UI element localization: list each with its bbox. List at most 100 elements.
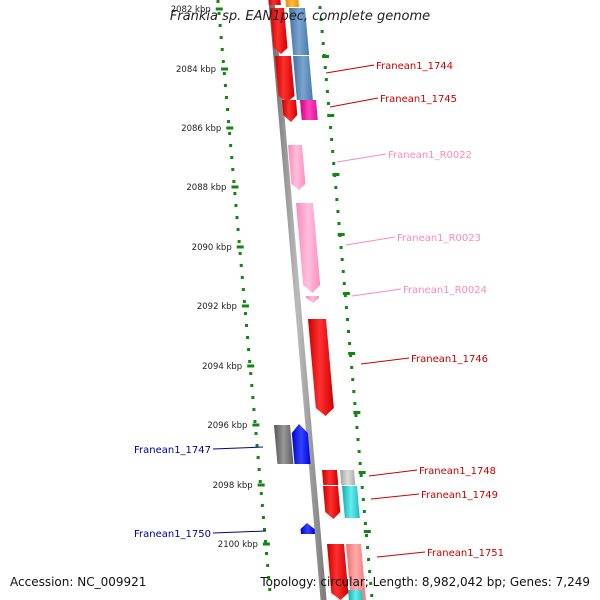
inner-ring-dot xyxy=(246,336,250,339)
gene-feature xyxy=(348,590,363,600)
gene-label: Franean1_1751 xyxy=(427,548,504,559)
gene-feature xyxy=(342,486,360,518)
gene-label: Franean1_1748 xyxy=(419,466,496,477)
inner-ring-dot xyxy=(267,576,271,579)
gene-feature xyxy=(327,544,349,600)
gene-feature xyxy=(300,523,315,534)
tick-label: 2092 kbp xyxy=(197,302,237,312)
gene-feature xyxy=(275,56,295,102)
tick-mark xyxy=(252,423,260,427)
outer-ring-dot xyxy=(350,366,354,369)
backbone-layer xyxy=(268,0,327,600)
inner-ring-dot xyxy=(248,360,252,363)
inner-ring-dot xyxy=(251,396,255,399)
tick-mark xyxy=(337,233,345,236)
outer-ring-dot xyxy=(353,402,357,405)
inner-ring-dot xyxy=(223,84,227,87)
inner-ring-dot xyxy=(243,312,247,315)
inner-ring-dot xyxy=(241,288,245,291)
inner-ring-dot xyxy=(236,228,240,231)
inner-ring-dot xyxy=(242,300,246,303)
inner-ring-dot xyxy=(262,528,266,531)
gene-feature xyxy=(274,425,294,464)
inner-ring-dot xyxy=(260,504,264,507)
tick-mark xyxy=(257,483,265,487)
gene-label: Franean1_R0024 xyxy=(403,285,487,296)
outer-ring-dot xyxy=(343,294,347,297)
inner-ring-dot xyxy=(228,132,232,135)
outer-ring-dot xyxy=(359,474,363,477)
outer-ring-dot xyxy=(345,318,349,321)
gene-label: Franean1_1749 xyxy=(421,490,498,501)
outer-ring-dot xyxy=(325,90,329,93)
inner-ring-dot xyxy=(250,384,254,387)
outer-ring-dot xyxy=(349,354,353,357)
outer-ring-dot xyxy=(339,246,343,249)
outer-ring-dot xyxy=(342,282,346,285)
outer-ring-dot xyxy=(355,426,359,429)
gene-label: Franean1_1750 xyxy=(134,529,211,540)
tick-mark xyxy=(236,245,244,249)
outer-ring-dot xyxy=(330,138,334,141)
gene-label: Franean1_1746 xyxy=(411,354,488,365)
gene-feature xyxy=(289,8,310,55)
tick-mark xyxy=(215,7,223,11)
gene-leader-line xyxy=(368,469,418,477)
outer-ring-dot xyxy=(363,522,367,525)
tick-label: 2082 kbp xyxy=(171,5,211,15)
inner-ring-dot xyxy=(266,564,270,567)
inner-ring-dot xyxy=(232,180,236,183)
inner-ring-dot xyxy=(265,552,269,555)
outer-ring-dot xyxy=(336,210,340,213)
tick-label: 2094 kbp xyxy=(202,362,242,372)
tick-mark xyxy=(353,411,361,414)
inner-ring-dot xyxy=(218,24,222,27)
outer-ring-dot xyxy=(320,30,324,33)
tick-label: 2098 kbp xyxy=(213,481,253,491)
outer-ring-dot xyxy=(321,42,325,45)
inner-ring-dot xyxy=(249,372,253,375)
inner-ring-dot xyxy=(237,240,241,243)
tick-layer: 2082 kbp 2084 kbp 2086 kbp 2088 kbp 2090 kbp… xyxy=(171,0,374,597)
inner-ring-dot xyxy=(221,60,225,63)
tick-mark xyxy=(358,471,366,474)
gene-label: Franean1_1744 xyxy=(376,61,453,72)
genome-stats-text: Topology: circular; Length: 8,982,042 bp… xyxy=(260,575,590,589)
inner-ring-dot xyxy=(227,120,231,123)
inner-ring-dot xyxy=(233,192,237,195)
inner-ring-dot xyxy=(240,276,244,279)
tick-mark xyxy=(241,304,249,308)
outer-ring-dot xyxy=(347,330,351,333)
outer-ring-dot xyxy=(323,66,327,69)
gene-feature xyxy=(293,56,313,100)
gene-feature xyxy=(340,470,356,485)
outer-ring-dot xyxy=(319,18,323,21)
tick-mark xyxy=(348,352,356,355)
inner-ring-dot xyxy=(255,444,259,447)
gene-feature xyxy=(322,470,339,485)
accession-text: Accession: NC_009921 xyxy=(10,575,147,589)
tick-mark xyxy=(221,67,229,71)
gene-feature xyxy=(270,8,288,54)
outer-ring-dot xyxy=(332,162,336,165)
outer-ring-dot xyxy=(354,414,358,417)
genome-title: Frankia sp. EAN1pec, complete genome xyxy=(169,9,431,24)
gene-feature xyxy=(285,0,300,7)
outer-ring-dot xyxy=(341,270,345,273)
inner-ring-dot xyxy=(220,48,224,51)
inner-ring-dot xyxy=(216,0,220,3)
inner-ring-dot xyxy=(258,480,262,483)
gene-feature xyxy=(268,0,281,5)
outer-ring-dot xyxy=(331,150,335,153)
gene-feature xyxy=(291,424,311,464)
inner-ring-dot xyxy=(224,96,228,99)
outer-ring-dot xyxy=(357,450,361,453)
gene-leader-line xyxy=(336,153,387,163)
gene-feature xyxy=(288,145,306,190)
gene-label: Franean1_1745 xyxy=(380,94,457,105)
outer-ring-dot xyxy=(318,6,322,9)
inner-ring-dot xyxy=(219,36,223,39)
outer-ring-dot xyxy=(368,570,372,573)
tick-label: 2084 kbp xyxy=(176,65,216,75)
outer-ring-dot xyxy=(370,594,374,597)
